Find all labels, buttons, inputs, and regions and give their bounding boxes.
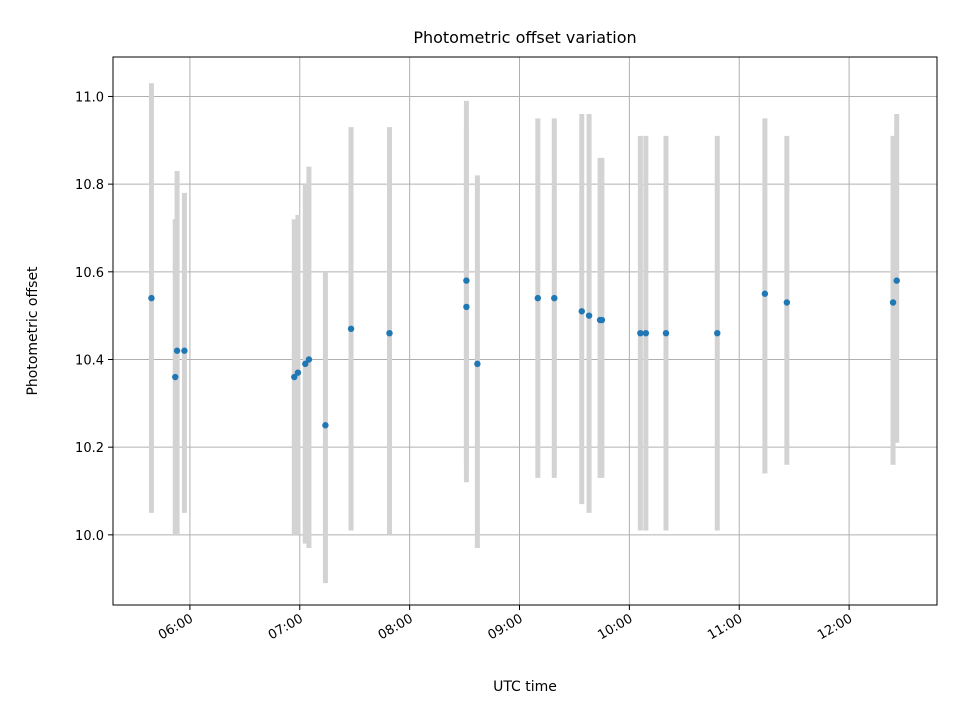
data-point [783,299,791,306]
data-point [637,329,644,337]
grid [113,57,937,605]
data-point [714,329,721,337]
y-tick-label: 10.2 [75,441,104,456]
x-axis-label: UTC time [493,679,557,695]
data-point [172,373,179,381]
data-point [148,294,155,302]
y-tick-label: 10.0 [75,529,104,544]
y-axis-label: Photometric offset [25,266,41,396]
plot-frame [112,56,938,606]
data-points [148,277,900,429]
y-tick-label: 10.8 [75,178,104,193]
data-point [585,312,593,319]
data-point [347,325,355,333]
data-point [551,294,558,302]
y-tick-label: 11.0 [75,90,104,105]
data-point [662,329,670,337]
data-point [463,277,470,284]
y-tick-label: 10.6 [75,266,104,281]
data-point [761,290,769,297]
data-point [642,329,650,337]
data-point [578,308,585,315]
data-point [386,329,393,337]
data-point [173,347,181,354]
data-point [889,299,897,306]
data-point [305,356,313,363]
data-point [893,277,900,284]
data-point [291,373,298,381]
data-point [294,369,302,376]
y-tick-label: 10.4 [75,353,104,368]
data-point [463,303,470,311]
data-point [181,347,188,354]
data-point [322,422,329,429]
data-point [598,316,606,324]
data-point [474,360,481,368]
data-point [534,294,542,302]
data-point [302,360,309,368]
chart-title: Photometric offset variation [413,28,636,47]
